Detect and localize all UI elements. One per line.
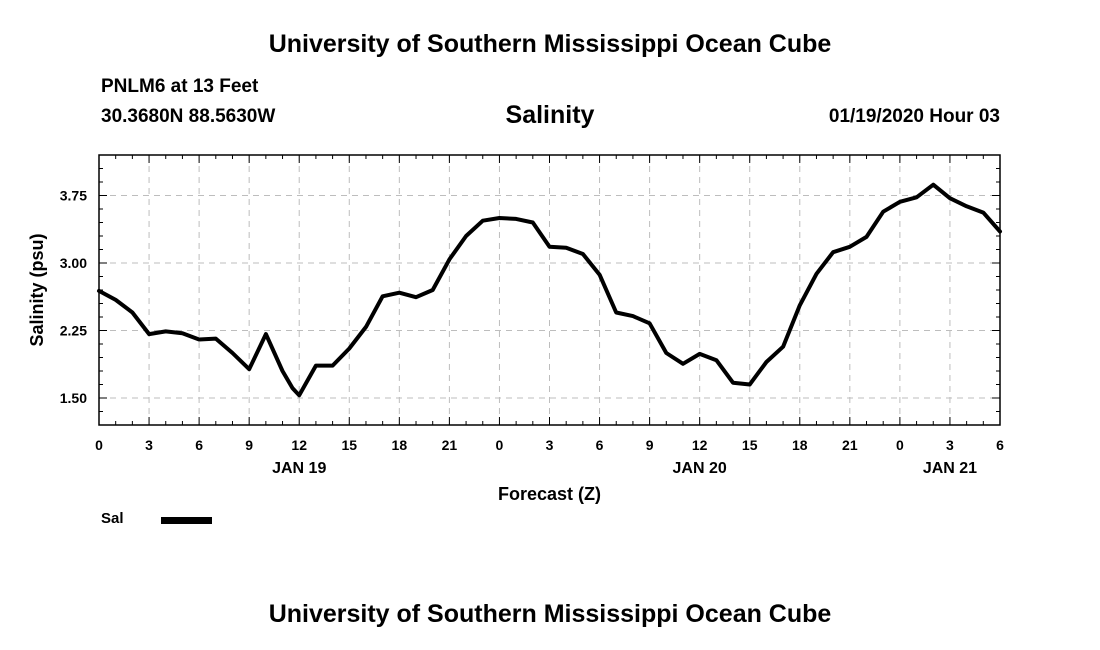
x-axis-label: Forecast (Z) — [498, 484, 601, 504]
legend-swatch — [161, 517, 212, 524]
x-tick-label: 6 — [996, 437, 1004, 453]
x-tick-label: 21 — [842, 437, 858, 453]
forecast-datetime: 01/19/2020 Hour 03 — [828, 106, 1000, 127]
x-day-label: JAN 19 — [272, 460, 326, 477]
x-tick-label: 9 — [646, 437, 654, 453]
y-tick-label: 3.00 — [60, 255, 87, 271]
x-tick-label: 15 — [742, 437, 758, 453]
x-tick-label: 0 — [95, 437, 103, 453]
x-tick-label: 0 — [896, 437, 904, 453]
x-tick-label: 0 — [496, 437, 504, 453]
x-tick-label: 12 — [692, 437, 708, 453]
x-tick-label: 3 — [145, 437, 153, 453]
y-tick-label: 1.50 — [60, 390, 87, 406]
x-tick-label: 18 — [792, 437, 808, 453]
station-label: PNLM6 at 13 Feet — [101, 76, 259, 97]
x-tick-label: 3 — [946, 437, 954, 453]
y-tick-label: 3.75 — [60, 188, 87, 204]
x-tick-label: 15 — [341, 437, 357, 453]
x-axis-ticks: 0 3 6 9 12 15 18 21 0 3 6 9 12 15 18 21 0 3 6 JAN 19 JAN 20 J… — [95, 155, 1004, 477]
x-day-label: JAN 20 — [673, 460, 727, 477]
chart-bottom-title: University of Southern Mississippi Ocean… — [268, 600, 832, 628]
legend-label: Sal — [101, 510, 124, 527]
chart-series — [97, 182, 1002, 398]
x-tick-label: 12 — [291, 437, 307, 453]
y-tick-label: 2.25 — [60, 323, 87, 339]
chart-top-title: University of Southern Mississippi Ocean… — [268, 30, 832, 58]
series-line-sal — [97, 182, 1002, 398]
x-tick-label: 6 — [596, 437, 604, 453]
x-tick-label: 9 — [245, 437, 253, 453]
x-tick-label: 21 — [442, 437, 458, 453]
x-tick-label: 6 — [195, 437, 203, 453]
chart-grid — [99, 155, 1000, 425]
x-tick-label: 18 — [392, 437, 408, 453]
y-axis-ticks: 1.50 2.25 3.00 3.75 — [60, 154, 1000, 412]
plot-frame — [98, 154, 1001, 426]
y-axis-label: Salinity (psu) — [27, 233, 47, 346]
x-tick-label: 3 — [546, 437, 554, 453]
chart-variable-title: Salinity — [505, 101, 595, 129]
station-coordinates: 30.3680N 88.5630W — [101, 106, 276, 127]
x-day-label: JAN 21 — [923, 460, 977, 477]
